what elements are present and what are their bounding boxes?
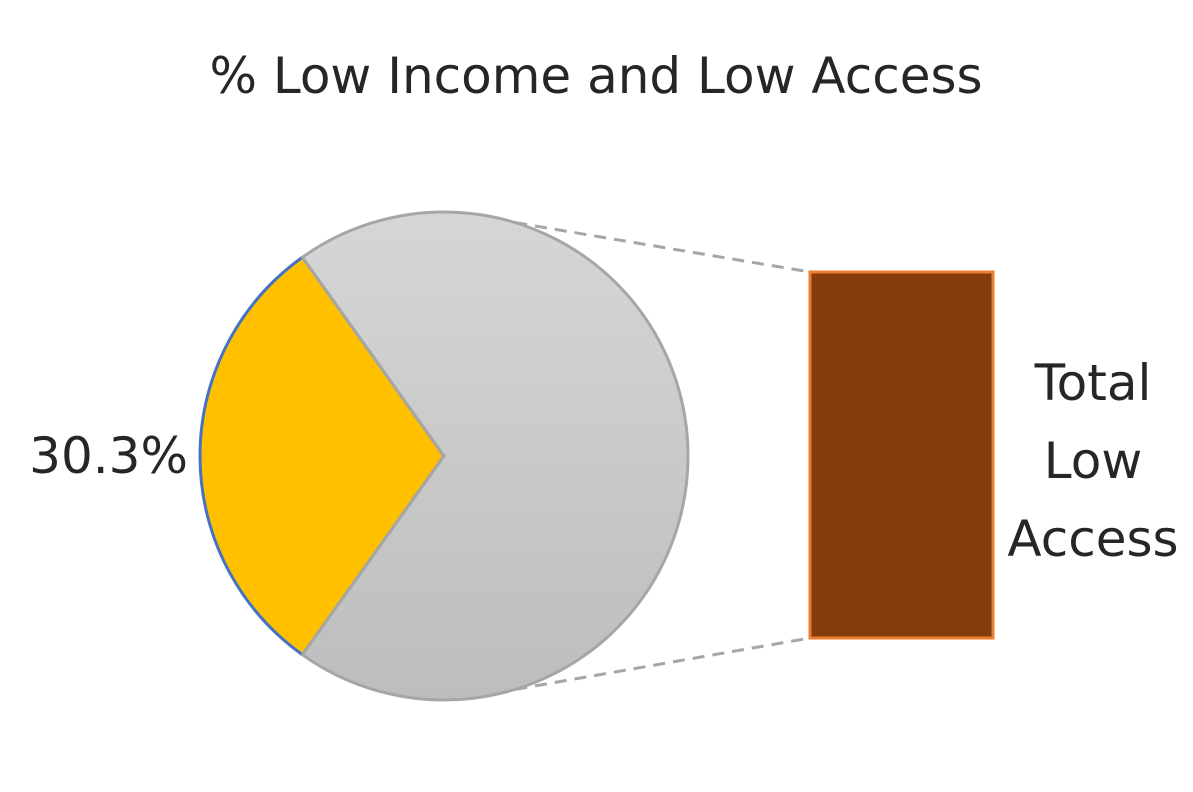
chart-title: % Low Income and Low Access (209, 47, 982, 105)
pie-slice-1 (300, 210, 690, 702)
connector-line-1 (515, 636, 811, 691)
data-labels: 30.3% (29, 427, 188, 485)
connector-line-0 (515, 221, 811, 274)
connector-lines (515, 221, 811, 691)
bar-label-line-0: Total (1034, 354, 1152, 412)
secondary-bar-group: Total Low Access (808, 270, 1179, 640)
secondary-bar (808, 270, 995, 640)
pie (198, 210, 690, 702)
bar-label-line-2: Access (1007, 510, 1178, 568)
slice-label-0: 30.3% (29, 427, 188, 485)
pie-slice-0 (198, 255, 446, 657)
bar-label-line-1: Low (1044, 432, 1142, 490)
